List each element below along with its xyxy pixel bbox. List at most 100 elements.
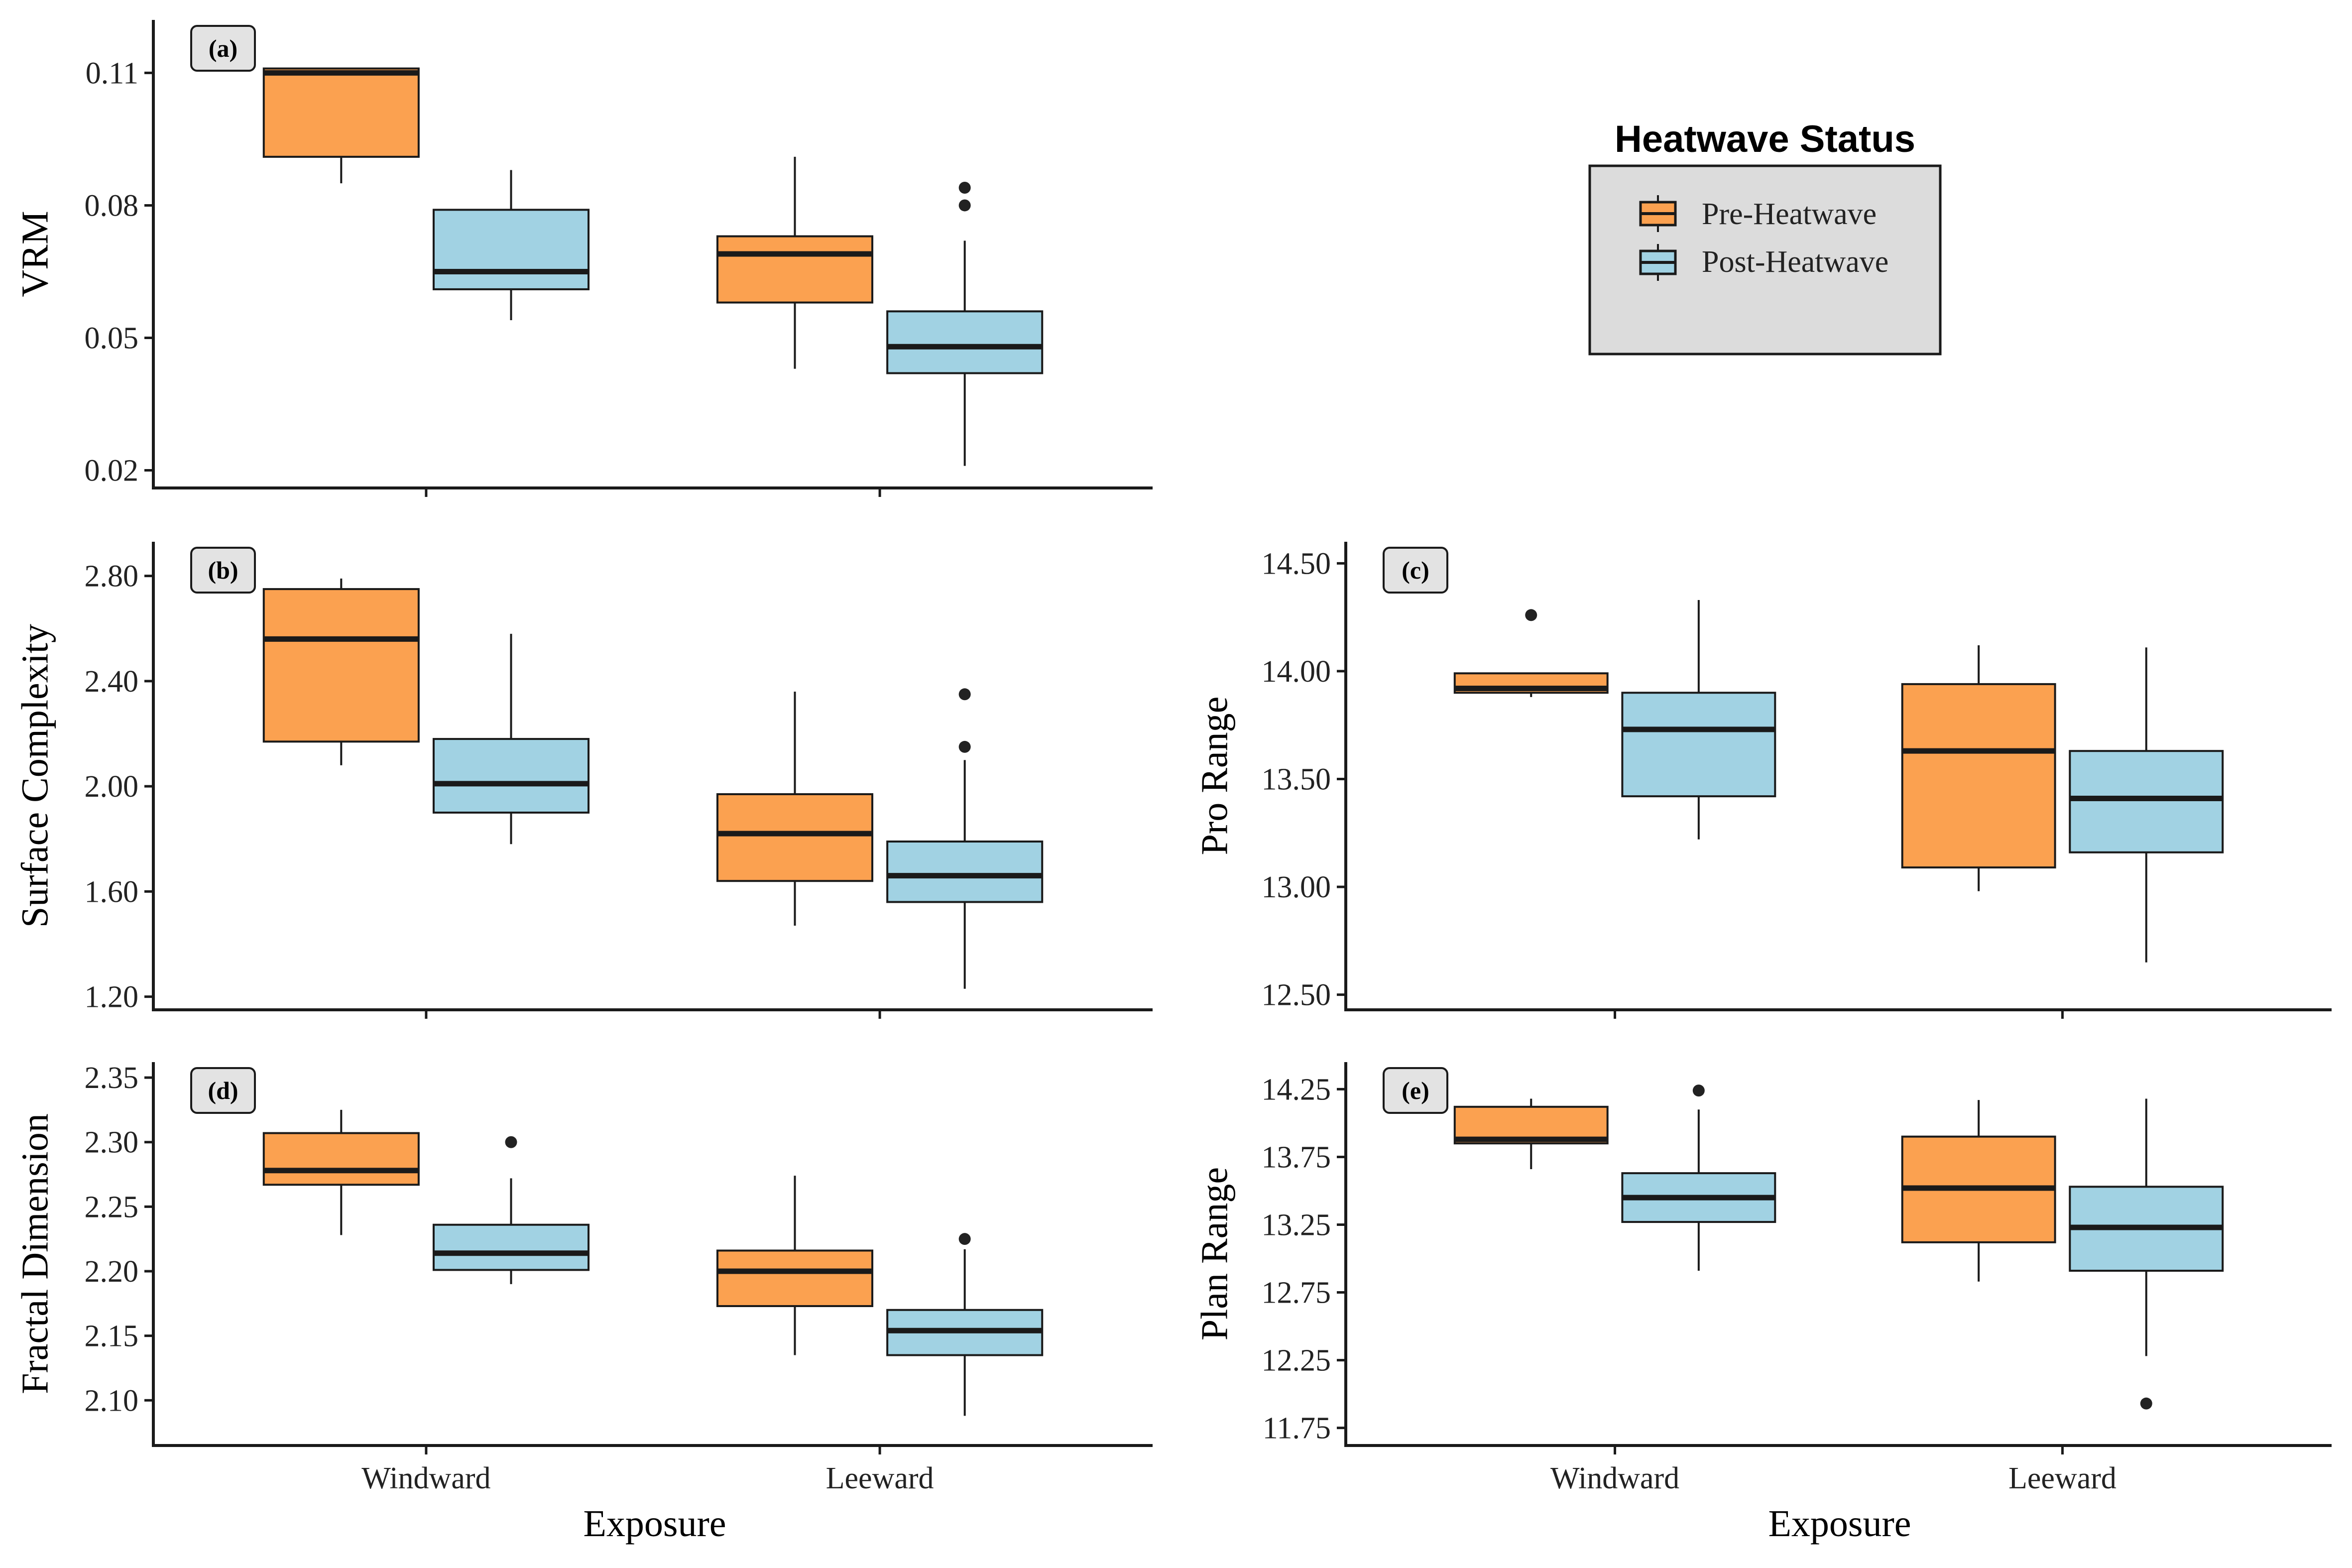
box-body [2069,750,2224,853]
x-axis-title-left-text: Exposure [583,1503,726,1545]
box-body [262,67,420,158]
y-tick-label: 2.10 [85,1384,139,1418]
box-post-leeward [886,181,1044,466]
outlier-point [2140,1397,2152,1410]
panel-tag-text: (e) [1402,1077,1429,1104]
box-pre-windward [262,67,420,184]
y-tick-label: 2.15 [85,1320,139,1353]
y-tick-label: 2.80 [85,560,139,594]
outlier-point [958,688,971,701]
panel-tag: (c) [1383,547,1448,594]
x-axis-title-left: Exposure [583,1503,726,1545]
box-post-windward [432,633,590,844]
legend-title: Heatwave Status [1615,118,1915,160]
panel-b: 1.20 1.60 2.00 2.40 2.80 Surface Complexity (b… [14,542,1153,1019]
box-pre-windward [262,1109,420,1235]
outlier-point [958,181,971,194]
y-tick-label: 11.75 [1263,1412,1331,1446]
outlier-point [958,740,971,753]
y-axis-title: VRM [14,211,56,297]
y-tick-label: 13.50 [1262,762,1331,796]
box-pre-leeward [716,1176,874,1355]
x-tick-label: Windward [1550,1461,1679,1495]
x-axis-title-right-text: Exposure [1768,1503,1911,1545]
legend-key-pre [1639,195,1677,232]
y-tick-label: 13.25 [1262,1208,1331,1242]
y-tick-label: 1.60 [85,875,139,909]
panel-a: 0.02 0.05 0.08 0.11 VRM (a) [14,20,1153,497]
box-pre-leeward [1901,1100,2056,1282]
box-post-windward [1621,600,1776,840]
box-pre-windward [1453,609,1609,697]
outlier-point [1692,1085,1705,1097]
y-tick-label: 1.20 [85,980,139,1014]
box-body [716,235,874,304]
box-post-leeward [886,688,1044,989]
y-tick-label: 0.02 [85,454,139,488]
x-axis-title-right: Exposure [1768,1503,1911,1545]
panel-tag: (e) [1383,1067,1448,1114]
box-pre-leeward [716,156,874,369]
y-tick-label: 12.25 [1262,1344,1331,1378]
panel-e: 11.75 12.25 12.75 13.25 13.75 14.25 Windward Le… [1193,1062,2332,1495]
y-tick-label: 2.35 [85,1061,139,1095]
x-tick-label: Leeward [2008,1461,2117,1495]
outlier-point [1525,609,1537,621]
outlier-point [958,199,971,212]
panel-c: 12.50 13.00 13.50 14.00 14.50 Pro Range (c) [1193,542,2332,1019]
y-tick-label: 13.00 [1262,870,1331,904]
legend-key-post [1639,244,1677,281]
box-body [432,1223,590,1271]
box-body [432,738,590,814]
chart-panels: 0.02 0.05 0.08 0.11 VRM (a) 1.20 1.60 2.00 2.40 2.… [14,20,2332,1495]
box-post-leeward [2069,1098,2224,1410]
y-tick-label: 14.00 [1262,655,1331,689]
y-tick-label: 2.00 [85,770,139,804]
panel-tag: (b) [190,547,256,594]
panel-tag-text: (c) [1402,556,1429,584]
box-body [886,310,1044,374]
panel-tag-text: (a) [209,34,237,62]
box-post-leeward [886,1233,1044,1416]
panel-d: 2.10 2.15 2.20 2.25 2.30 2.35 Windward Leeward F… [14,1061,1153,1495]
y-tick-label: 14.50 [1262,547,1331,581]
y-tick-label: 14.25 [1262,1073,1331,1106]
y-axis-title: Surface Complexity [14,624,56,928]
outlier-point [505,1136,517,1148]
y-tick-label: 13.75 [1262,1140,1331,1174]
y-tick-label: 0.11 [86,56,138,90]
box-post-windward [432,1136,590,1284]
box-post-windward [1621,1085,1776,1271]
box-body [1621,692,1776,798]
box-post-windward [432,170,590,321]
box-post-leeward [2069,647,2224,963]
box-pre-windward [1453,1098,1609,1169]
box-body [716,1249,874,1308]
y-tick-label: 2.20 [85,1255,139,1289]
x-tick-label: Leeward [826,1461,934,1495]
y-tick-label: 12.50 [1262,978,1331,1012]
box-pre-leeward [716,692,874,926]
box-body [716,793,874,882]
panel-tag-text: (b) [208,556,238,584]
panel-tag: (d) [190,1067,256,1114]
y-tick-label: 0.08 [85,189,139,223]
y-tick-label: 2.25 [85,1190,139,1224]
box-body [432,209,590,290]
y-axis-title: Pro Range [1193,697,1235,855]
y-tick-label: 0.05 [85,321,139,355]
outlier-point [958,1233,971,1245]
y-tick-label: 12.75 [1262,1276,1331,1310]
y-tick-label: 2.40 [85,665,139,699]
box-body [262,588,420,743]
y-axis-title: Plan Range [1193,1167,1235,1340]
box-body [886,841,1044,903]
box-body [1901,683,2056,869]
legend: Heatwave Status Pre-Heatwave Post-Heatwa… [1588,118,1942,356]
y-axis-title: Fractal Dimension [14,1113,56,1394]
panel-tag-text: (d) [208,1077,238,1104]
box-pre-leeward [1901,645,2056,891]
panel-tag: (a) [190,25,256,72]
y-tick-label: 2.30 [85,1126,139,1160]
